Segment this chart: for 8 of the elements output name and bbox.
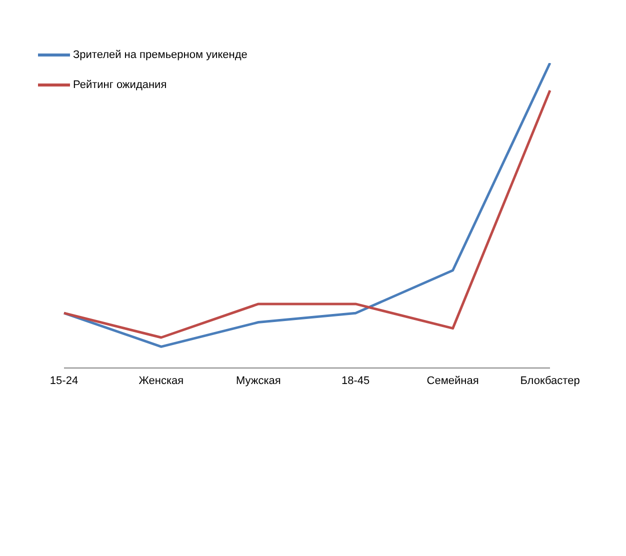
x-tick-label: Мужская (236, 374, 281, 387)
x-tick-label: 18-45 (342, 374, 370, 387)
legend-label: Зрителей на премьерном уикенде (73, 49, 248, 61)
x-tick-label: Женская (138, 374, 184, 387)
x-tick-label: 15-24 (50, 374, 78, 387)
x-tick-label: Блокбастер (520, 374, 580, 387)
x-tick-label: Семейная (426, 374, 479, 387)
legend-label: Рейтинг ожидания (73, 79, 167, 91)
